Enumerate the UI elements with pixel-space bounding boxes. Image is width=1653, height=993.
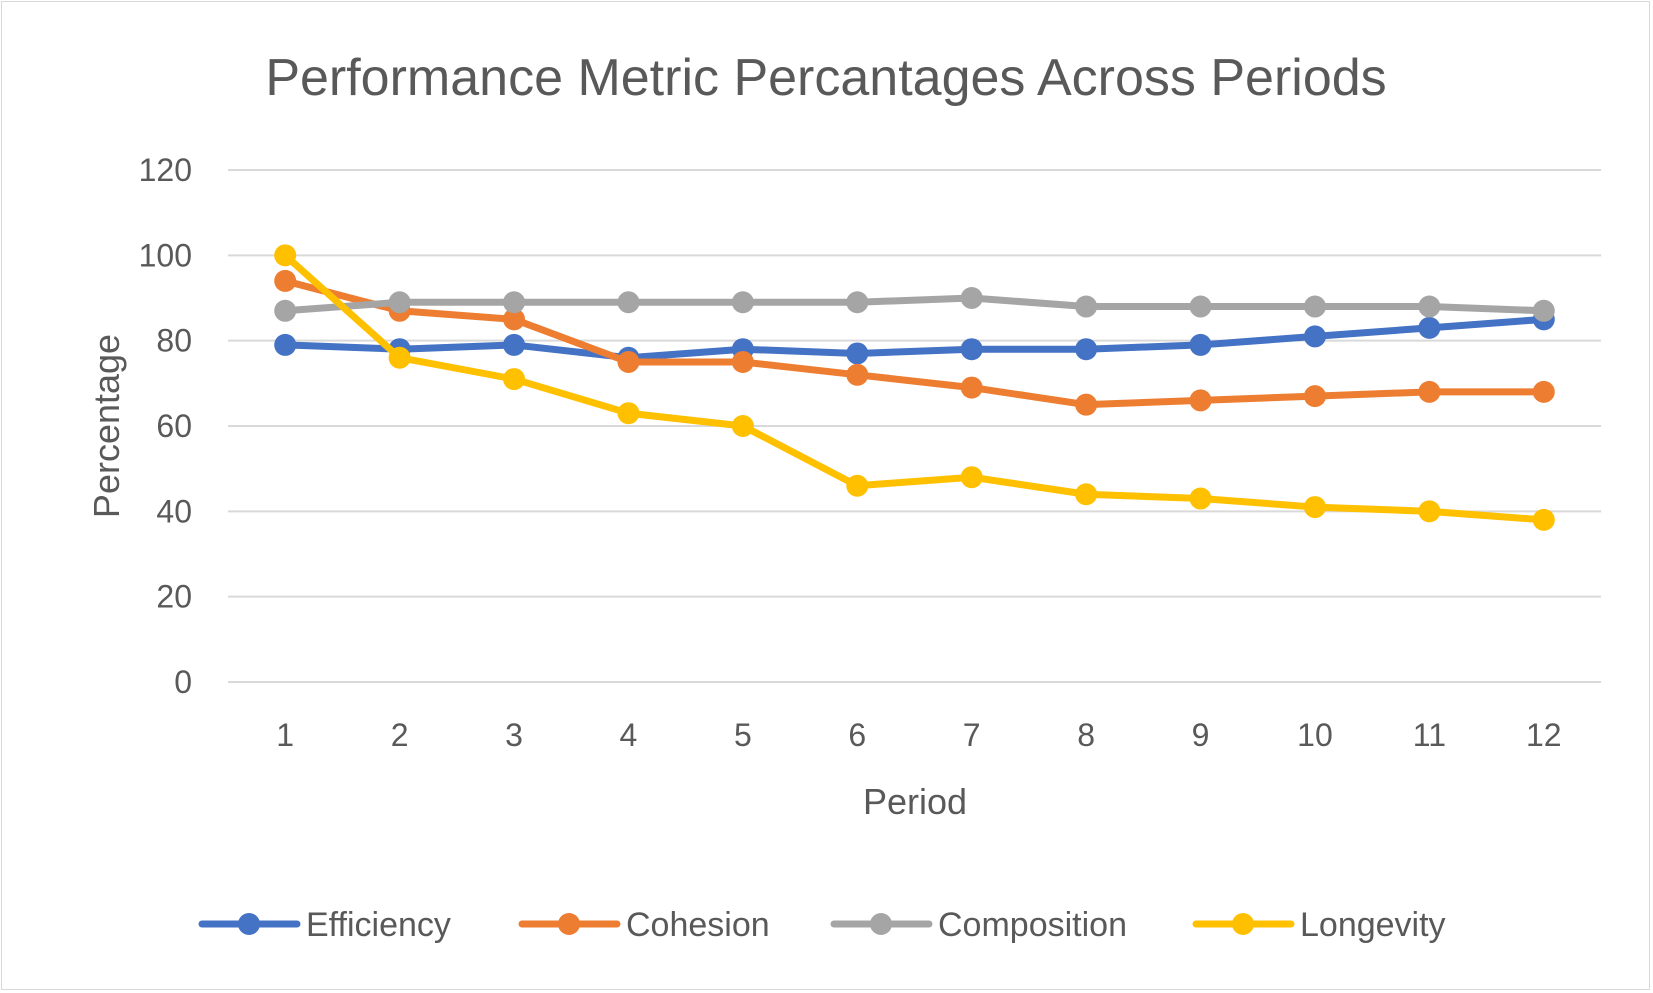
data-point: [846, 363, 869, 386]
legend-item: Composition: [830, 906, 1127, 944]
x-tick-label: 10: [1297, 717, 1333, 753]
data-point: [960, 338, 983, 361]
data-point: [274, 333, 297, 356]
data-point: [1418, 316, 1441, 339]
x-tick-label: 11: [1413, 717, 1446, 753]
x-tick-label: 4: [620, 717, 638, 753]
x-tick-label: 7: [963, 717, 981, 753]
data-point: [503, 291, 526, 314]
data-point: [1075, 338, 1098, 361]
x-tick-label: 8: [1077, 717, 1095, 753]
series-line: [281, 294, 1548, 315]
data-point: [274, 244, 297, 267]
data-point: [1303, 385, 1326, 408]
legend: Efficiency Cohesion Composition Longevity: [198, 906, 1446, 944]
data-point: [1418, 380, 1441, 403]
data-point: [1189, 295, 1212, 318]
data-point: [617, 291, 640, 314]
chart-title: Performance Metric Percantages Across Pe…: [265, 49, 1386, 107]
y-axis-ticks: 0 20 40 60 80 100 120: [139, 152, 192, 700]
data-point: [617, 351, 640, 373]
data-point: [1532, 508, 1555, 531]
data-point: [731, 291, 754, 314]
y-tick-label: 100: [139, 237, 192, 273]
x-tick-label: 5: [734, 717, 752, 753]
data-point: [1075, 483, 1098, 506]
y-tick-label: 80: [156, 323, 192, 359]
data-point: [731, 351, 754, 373]
data-point: [1303, 325, 1326, 348]
legend-label: Longevity: [1300, 906, 1446, 944]
data-point: [1418, 500, 1441, 523]
data-point: [846, 474, 869, 497]
gridlines: [228, 169, 1601, 683]
y-tick-label: 40: [156, 493, 192, 529]
data-point: [1532, 299, 1555, 322]
legend-item: Longevity: [1192, 906, 1446, 944]
series-composition: [274, 287, 1555, 322]
data-point: [960, 287, 983, 309]
data-point: [1075, 295, 1098, 318]
legend-item: Efficiency: [198, 906, 451, 944]
legend-item: Cohesion: [518, 906, 770, 944]
legend-marker: [1232, 913, 1254, 935]
data-point: [846, 342, 869, 365]
series-line: [281, 251, 1548, 524]
y-tick-label: 20: [156, 579, 192, 615]
series-cohesion: [274, 269, 1555, 416]
data-point: [274, 299, 297, 322]
data-point: [503, 368, 526, 391]
series-line: [281, 315, 1548, 362]
y-tick-label: 0: [174, 664, 192, 700]
legend-marker: [870, 913, 892, 935]
y-tick-label: 120: [139, 152, 192, 188]
x-axis-ticks: 1 2 3 4 5 6 7 8 9 10 11 12: [276, 717, 1561, 753]
y-axis-title: Percentage: [86, 334, 127, 518]
data-point: [503, 308, 526, 331]
series-line: [281, 277, 1548, 409]
x-axis-title: Period: [863, 781, 967, 822]
data-point: [1532, 380, 1555, 403]
data-point: [1303, 496, 1326, 519]
data-point: [1189, 487, 1212, 510]
x-tick-label: 1: [276, 717, 294, 753]
data-point: [1418, 295, 1441, 318]
data-point: [274, 269, 297, 292]
legend-marker: [558, 913, 580, 935]
data-point: [846, 291, 869, 314]
series-layer: [274, 244, 1555, 531]
x-tick-label: 2: [391, 717, 409, 753]
series-longevity: [274, 244, 1555, 531]
legend-marker: [238, 913, 260, 935]
data-point: [388, 291, 411, 314]
legend-label: Composition: [938, 906, 1127, 944]
x-tick-label: 6: [848, 717, 866, 753]
x-tick-label: 3: [505, 717, 523, 753]
data-point: [1303, 295, 1326, 318]
data-point: [617, 402, 640, 425]
x-tick-label: 12: [1526, 717, 1562, 753]
data-point: [388, 346, 411, 369]
data-point: [731, 415, 754, 437]
legend-label: Cohesion: [626, 906, 770, 944]
data-point: [1189, 333, 1212, 356]
legend-label: Efficiency: [306, 906, 451, 944]
data-point: [503, 333, 526, 356]
data-point: [1075, 393, 1098, 416]
data-point: [1189, 389, 1212, 412]
data-point: [960, 376, 983, 399]
x-tick-label: 9: [1192, 717, 1210, 753]
y-tick-label: 60: [156, 408, 192, 444]
data-point: [960, 466, 983, 489]
